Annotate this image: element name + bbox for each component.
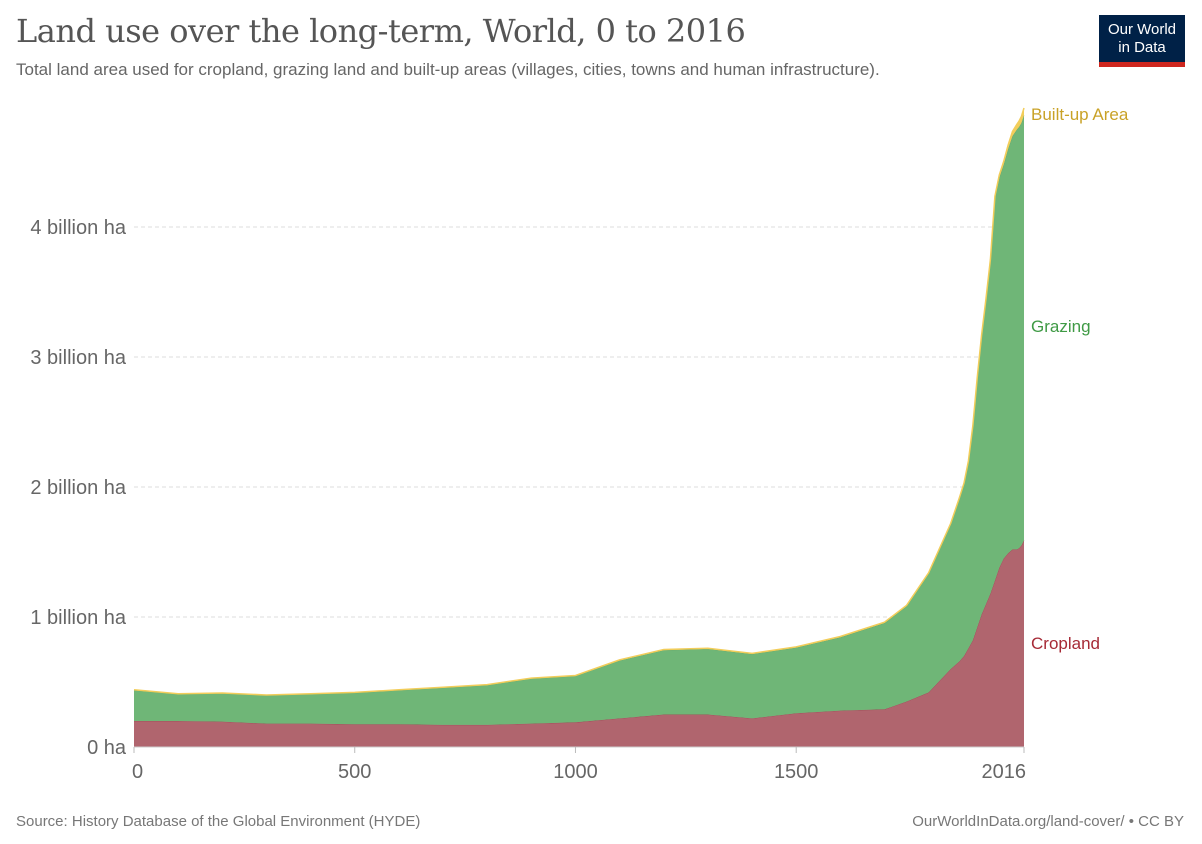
builtup-area[interactable]: [134, 108, 1024, 696]
chart-subtitle: Total land area used for cropland, grazi…: [16, 60, 880, 79]
area-series: [133, 107, 1025, 747]
series-labels: Cropland Grazing Built-up Area: [1031, 105, 1129, 653]
owid-logo[interactable]: Our World in Data: [1099, 15, 1185, 67]
x-tick-label: 500: [338, 761, 371, 783]
x-tick-label: 1500: [774, 761, 819, 783]
y-tick-label: 3 billion ha: [30, 347, 127, 369]
grazing-area[interactable]: [134, 115, 1024, 725]
logo-line-1: Our World: [1107, 21, 1177, 38]
x-tick-label: 2016: [982, 761, 1027, 783]
axes: 0 ha 1 billion ha 2 billion ha 3 billion ha…: [30, 217, 1026, 783]
cropland-area[interactable]: [134, 540, 1024, 747]
y-tick-label: 2 billion ha: [30, 477, 127, 499]
builtup-area-line: [133, 107, 1025, 696]
builtup-label[interactable]: Built-up Area: [1031, 105, 1129, 124]
license-link[interactable]: OurWorldInData.org/land-cover/ • CC BY: [912, 813, 1184, 830]
logo-line-2: in Data: [1118, 39, 1166, 56]
y-tick-label: 1 billion ha: [30, 607, 127, 629]
grazing-label[interactable]: Grazing: [1031, 317, 1091, 336]
y-tick-label: 0 ha: [87, 737, 127, 759]
x-tick-label: 1000: [553, 761, 598, 783]
y-tick-label: 4 billion ha: [30, 217, 127, 239]
grid-lines: [134, 226, 1024, 618]
area-chart: 0 ha 1 billion ha 2 billion ha 3 billion ha…: [30, 105, 1129, 783]
grazing-area-line: [133, 115, 1025, 696]
cropland-label[interactable]: Cropland: [1031, 634, 1100, 653]
x-tick-label: 0: [132, 761, 143, 783]
chart-title: Land use over the long-term, World, 0 to…: [16, 12, 746, 50]
source-note: Source: History Database of the Global E…: [16, 813, 421, 830]
